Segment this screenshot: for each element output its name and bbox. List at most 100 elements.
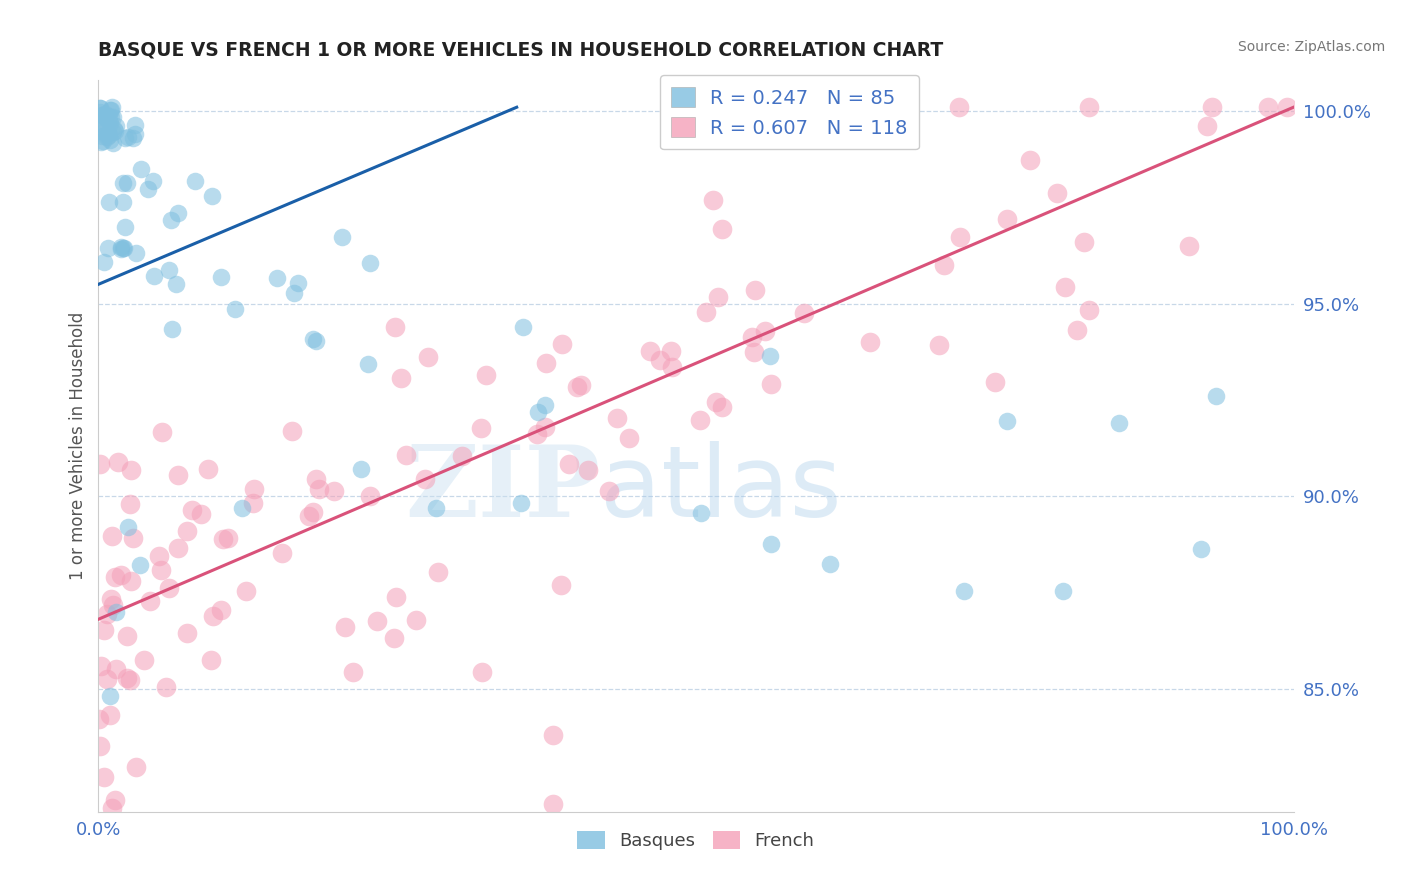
Point <box>101 100 124 114</box>
Point <box>167 541 190 556</box>
Point <box>534 420 557 434</box>
Point <box>101 136 124 151</box>
Point <box>112 176 135 190</box>
Point <box>702 193 724 207</box>
Point <box>281 424 304 438</box>
Point <box>1189 542 1212 557</box>
Point <box>395 448 418 462</box>
Point <box>405 613 427 627</box>
Point <box>176 524 198 538</box>
Point <box>242 496 264 510</box>
Point <box>98 133 121 147</box>
Point <box>650 353 672 368</box>
Point <box>510 496 533 510</box>
Point <box>150 425 173 439</box>
Point <box>118 497 141 511</box>
Point <box>305 334 328 348</box>
Point <box>741 330 763 344</box>
Point <box>98 128 121 142</box>
Point <box>120 574 142 588</box>
Point <box>384 320 406 334</box>
Point <box>342 665 364 679</box>
Point <box>129 161 152 176</box>
Point <box>302 505 325 519</box>
Point <box>101 599 124 613</box>
Point <box>136 182 159 196</box>
Y-axis label: 1 or more Vehicles in Household: 1 or more Vehicles in Household <box>69 312 87 580</box>
Point <box>89 102 111 116</box>
Point <box>89 739 111 753</box>
Point <box>98 708 122 723</box>
Legend: Basques, French: Basques, French <box>571 823 821 857</box>
Point <box>149 563 172 577</box>
Point <box>818 557 841 571</box>
Point <box>110 242 132 256</box>
Point <box>710 221 733 235</box>
Point <box>357 357 380 371</box>
Point <box>707 290 730 304</box>
Point <box>330 230 353 244</box>
Point <box>90 128 112 143</box>
Point <box>1066 322 1088 336</box>
Point <box>96 130 118 145</box>
Point <box>659 343 682 358</box>
Point <box>287 276 309 290</box>
Point <box>333 620 356 634</box>
Point <box>541 797 564 811</box>
Point <box>928 338 950 352</box>
Point <box>598 483 620 498</box>
Point <box>427 565 450 579</box>
Point <box>209 603 232 617</box>
Point <box>617 431 640 445</box>
Point <box>948 100 970 114</box>
Point <box>308 482 330 496</box>
Point <box>711 400 734 414</box>
Point <box>1201 100 1223 114</box>
Point <box>87 123 110 137</box>
Point <box>471 665 494 680</box>
Point <box>125 760 148 774</box>
Point <box>661 359 683 374</box>
Point <box>322 484 344 499</box>
Point <box>160 322 183 336</box>
Point <box>793 305 815 319</box>
Point <box>606 411 628 425</box>
Point <box>176 626 198 640</box>
Point <box>90 659 112 673</box>
Point <box>949 230 972 244</box>
Point <box>690 506 713 520</box>
Point <box>90 135 112 149</box>
Point <box>235 584 257 599</box>
Point <box>470 420 492 434</box>
Point <box>541 728 564 742</box>
Point <box>1108 416 1130 430</box>
Point <box>754 325 776 339</box>
Point <box>558 457 581 471</box>
Point <box>759 376 782 391</box>
Point <box>142 174 165 188</box>
Point <box>638 344 661 359</box>
Point <box>526 426 548 441</box>
Point <box>115 629 138 643</box>
Point <box>576 463 599 477</box>
Point <box>98 195 121 210</box>
Point <box>689 413 711 427</box>
Point <box>112 241 135 255</box>
Point <box>107 455 129 469</box>
Point <box>157 581 180 595</box>
Point <box>301 332 323 346</box>
Point <box>98 690 122 704</box>
Point <box>93 108 115 122</box>
Point <box>120 673 142 688</box>
Point <box>231 500 253 515</box>
Point <box>101 529 124 543</box>
Point <box>304 472 326 486</box>
Point <box>475 368 498 383</box>
Point <box>167 206 190 220</box>
Point <box>89 101 111 115</box>
Point <box>359 256 381 270</box>
Point <box>167 468 190 483</box>
Point <box>124 127 146 141</box>
Point <box>91 108 114 122</box>
Point <box>385 590 408 604</box>
